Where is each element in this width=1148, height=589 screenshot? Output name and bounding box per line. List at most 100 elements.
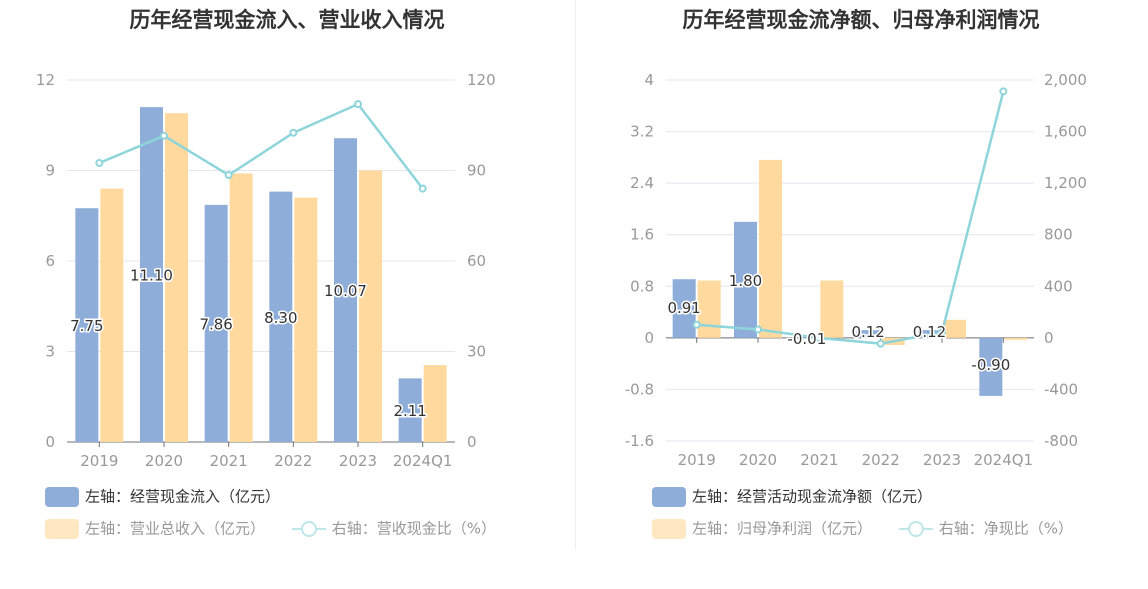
bar-secondary <box>697 280 721 338</box>
x-axis-tick-label: 2021 <box>800 451 838 469</box>
x-axis-tick-label: 2024Q1 <box>393 452 453 470</box>
line-point <box>224 171 233 180</box>
right-axis-tick-label: -400 <box>1044 380 1078 398</box>
chart-svg: -1.6 -0.8 0 0.8 1.6 2.4 3.2 4 -800 -400 0 400 800 1,2… <box>625 71 1087 469</box>
line-point <box>418 184 427 193</box>
bar-primary <box>979 337 1003 396</box>
line-point <box>938 328 946 337</box>
right-axis-tick-label: 120 <box>467 71 496 89</box>
legend-label: 左轴：营业总收入（亿元） <box>85 519 266 538</box>
right-axis-tick-label: 0 <box>467 433 477 451</box>
left-axis-tick-label: 2.4 <box>630 174 654 192</box>
legend-item-net-operating-cash[interactable]: 左轴：经营活动现金流净额（亿元） <box>652 485 932 508</box>
chart-title: 历年经营现金流净额、归母净利润情况 <box>682 8 1040 32</box>
line-point <box>754 325 762 334</box>
line-point <box>692 320 701 329</box>
left-axis-tick-label: 4 <box>644 71 654 89</box>
legend-item-cash-revenue-ratio[interactable]: 右轴：营收现金比（%） <box>291 517 497 540</box>
legend-item-net-profit[interactable]: 左轴：归母净利润（亿元） <box>652 517 872 540</box>
chart-panel-netcash-profit: 历年经营现金流净额、归母净利润情况 -1.6 -0.8 0 0.8 1.6 2.4 3.2 4… <box>574 0 1148 589</box>
bar-secondary <box>165 113 188 442</box>
x-axis-tick-label: 2021 <box>210 452 248 470</box>
bar-data-label: 11.10 <box>130 267 173 285</box>
left-axis-tick-label: 12 <box>36 71 55 89</box>
right-axis-tick-label: 400 <box>1044 277 1073 295</box>
panel-divider <box>575 0 576 550</box>
legend-label: 右轴：净现比（%） <box>938 519 1074 538</box>
bar-secondary <box>423 365 447 442</box>
left-axis-tick-label: -1.6 <box>625 432 654 450</box>
right-axis-tick-label: 0 <box>1044 329 1054 347</box>
bar-primary <box>334 138 357 442</box>
bar-secondary <box>820 280 844 338</box>
bar-primary <box>734 221 757 338</box>
line-point <box>354 100 362 109</box>
right-axis-tick-label: 800 <box>1044 226 1073 244</box>
line-point <box>876 339 885 348</box>
line-point <box>815 333 824 342</box>
line-point <box>160 131 168 140</box>
left-axis-tick-label: 0.8 <box>630 277 654 295</box>
right-axis-tick-label: 2,000 <box>1044 71 1087 89</box>
chart-panel-cashflow-revenue: 历年经营现金流入、营业收入情况 0 3 6 9 12 0 30 60 90 120 2019 2020… <box>36 8 497 540</box>
x-axis-tick-label: 2023 <box>339 452 377 470</box>
legend-swatch-line <box>898 519 933 539</box>
left-axis-tick-label: 3.2 <box>630 123 654 141</box>
bar-primary <box>204 204 228 442</box>
bar-data-label: 0.12 <box>851 323 884 341</box>
legend-swatch-bar <box>652 486 686 507</box>
line-point <box>289 128 298 137</box>
x-axis-tick-label: 2022 <box>274 452 312 470</box>
legend-label: 右轴：营收现金比（%） <box>331 519 497 538</box>
bar-secondary <box>100 188 124 442</box>
bar-data-label: 10.07 <box>324 282 367 300</box>
legend-swatch-bar <box>45 518 79 539</box>
line-point <box>999 87 1008 96</box>
bar-secondary <box>1004 337 1028 340</box>
legend-item-net-cash-ratio[interactable]: 右轴：净现比（%） <box>898 517 1074 540</box>
bar-primary <box>398 378 422 442</box>
x-axis-tick-label: 2019 <box>80 452 118 470</box>
right-axis-tick-label: 1,200 <box>1044 174 1087 192</box>
bar-secondary <box>359 170 382 442</box>
left-axis-tick-label: -0.8 <box>625 380 654 398</box>
series-line <box>98 102 424 190</box>
left-axis-tick-label: 0 <box>45 433 55 451</box>
bar-data-label: 0.91 <box>667 299 700 317</box>
bar-data-label: -0.90 <box>971 356 1010 374</box>
bar-secondary <box>294 197 318 442</box>
right-axis-tick-label: -800 <box>1044 432 1078 450</box>
bar-primary <box>140 107 163 443</box>
bar-primary <box>856 330 880 338</box>
right-axis-tick-label: 1,600 <box>1044 123 1087 141</box>
bar-data-label: 7.86 <box>199 315 232 333</box>
x-axis-tick-label: 2022 <box>862 451 900 469</box>
legend-label: 左轴：经营现金流入（亿元） <box>85 487 281 506</box>
series-line <box>696 91 1005 345</box>
x-axis-tick-label: 2020 <box>739 451 777 469</box>
bar-primary <box>795 337 819 339</box>
left-axis-tick-label: 6 <box>45 252 55 270</box>
right-axis-tick-label: 90 <box>467 162 486 180</box>
bar-data-label: 1.80 <box>729 272 762 290</box>
legend-item-revenue[interactable]: 左轴：营业总收入（亿元） <box>45 517 265 540</box>
line-point <box>95 158 104 167</box>
bar-primary <box>672 279 696 338</box>
legend-item-cash-inflow[interactable]: 左轴：经营现金流入（亿元） <box>45 485 280 508</box>
x-axis-tick-label: 2019 <box>678 451 716 469</box>
chart-title: 历年经营现金流入、营业收入情况 <box>129 8 445 32</box>
x-axis-tick-label: 2020 <box>145 452 183 470</box>
legend-label: 左轴：归母净利润（亿元） <box>692 519 873 538</box>
bar-secondary <box>943 319 966 338</box>
legend-swatch-line <box>291 519 326 539</box>
right-axis-tick-label: 30 <box>467 343 486 361</box>
left-axis-tick-label: 3 <box>45 343 55 361</box>
bar-data-label: 2.11 <box>393 402 426 420</box>
left-axis-tick-label: 9 <box>45 162 55 180</box>
bar-data-label: 0.12 <box>913 323 946 341</box>
legend-swatch-bar <box>45 486 79 507</box>
bar-primary <box>75 208 99 442</box>
legend-label: 左轴：经营活动现金流净额（亿元） <box>692 487 933 506</box>
bar-secondary <box>229 173 253 442</box>
